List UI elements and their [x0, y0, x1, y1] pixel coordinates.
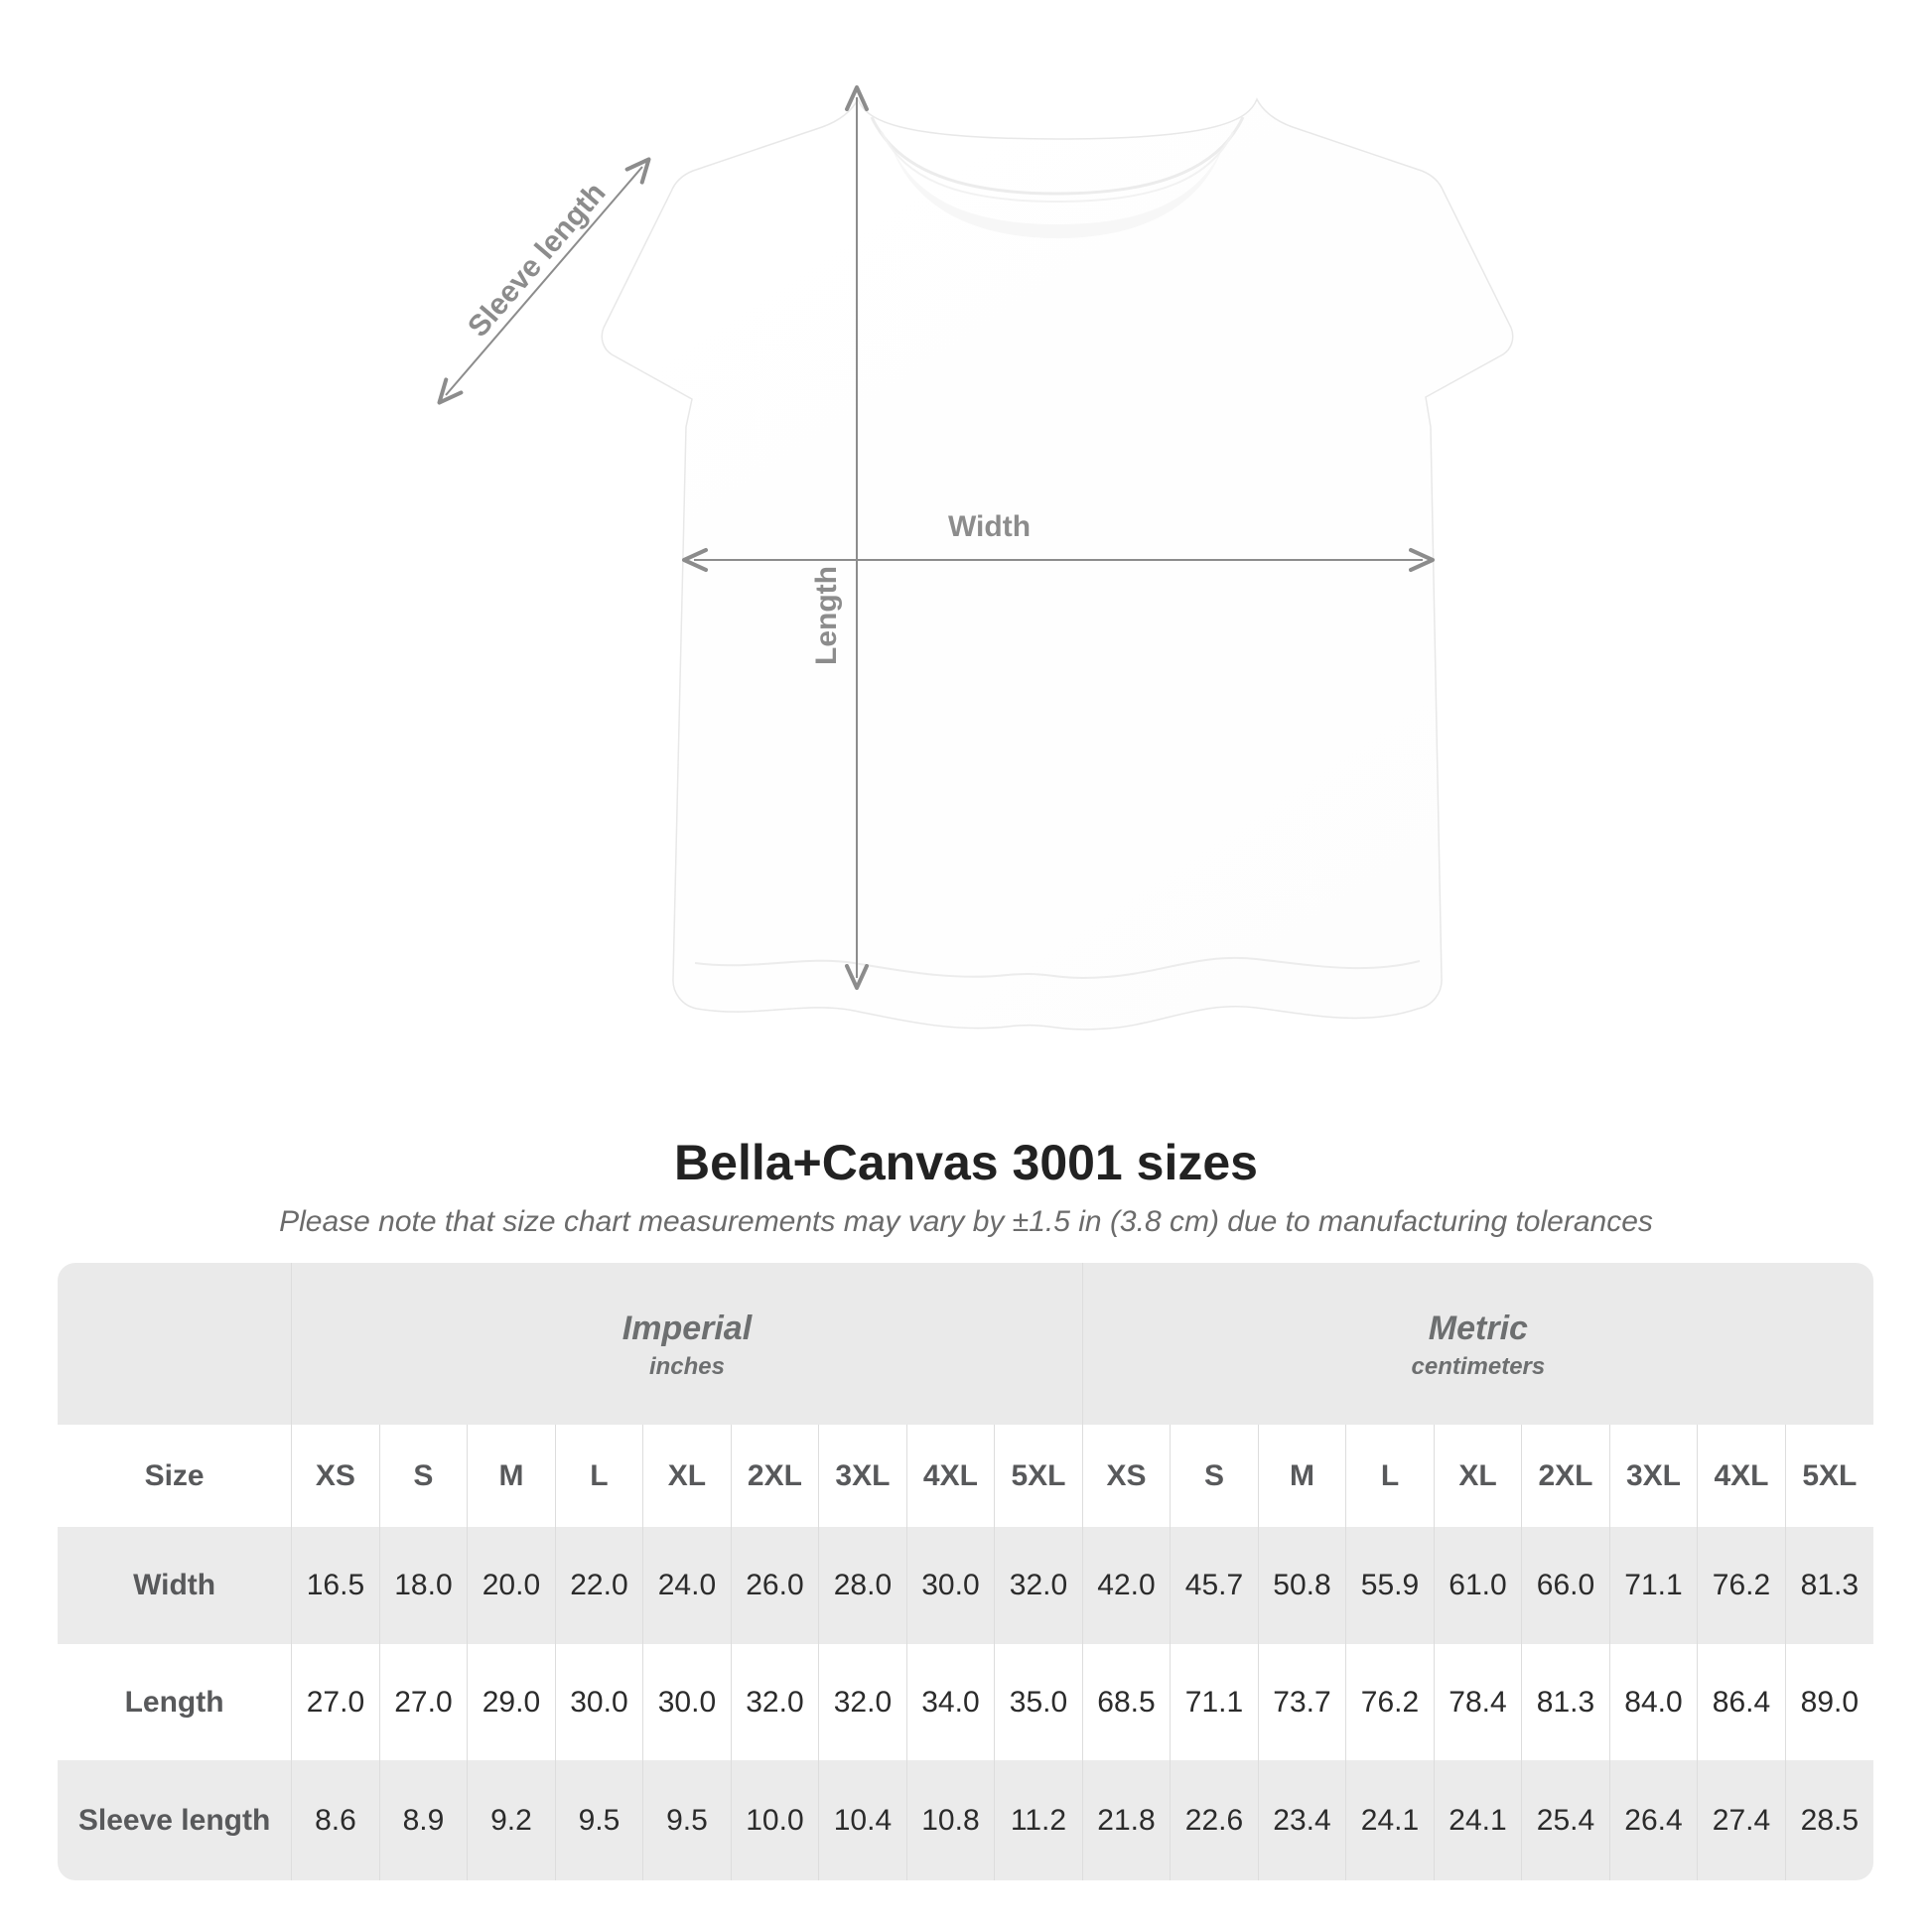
svg-text:Length: Length: [810, 566, 843, 665]
svg-text:Sleeve length: Sleeve length: [462, 177, 612, 344]
svg-text:Width: Width: [948, 510, 1031, 543]
